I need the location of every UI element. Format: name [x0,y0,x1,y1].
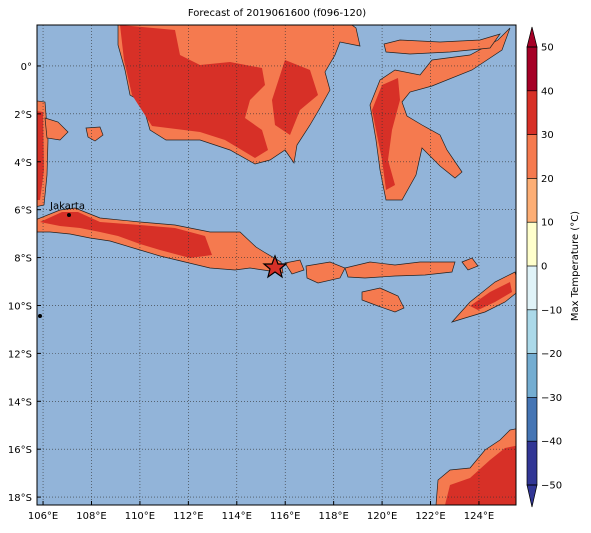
colorbar-segment [527,90,537,135]
colorbar-segment [527,353,537,398]
y-tick-label: 18°S [8,493,32,504]
colorbar-tick-label: −30 [541,393,562,404]
sulawesi [369,27,511,201]
x-tick-label: 114°E [222,511,252,522]
colorbar-tick-label: 20 [541,174,554,185]
y-tick-label: 16°S [8,445,32,456]
map-title: Forecast of 2019061600 (f096-120) [188,8,366,19]
x-tick-label: 116°E [270,511,300,522]
colorbar-tick-label: −20 [541,349,562,360]
x-tick-label: 122°E [415,511,445,522]
y-tick-label: 0° [21,62,32,73]
y-tick-label: 12°S [8,349,32,360]
colorbar-tick-label: −10 [541,305,562,316]
colorbar-tick-label: −40 [541,437,562,448]
x-tick-label: 110°E [125,511,155,522]
y-tick-label: 10°S [8,301,32,312]
colorbar-segment [527,266,537,310]
city-dot [67,213,71,217]
star-marker [262,254,288,279]
colorbar-segment [527,222,537,266]
colorbar-label: Max Temperature (°C) [570,211,581,321]
colorbar-tick-label: 50 [541,43,554,54]
city-label: Jakarta [49,201,85,212]
y-tick-label: 4°S [14,158,32,169]
colorbar-segment [527,47,537,91]
colorbar-segment [527,134,537,179]
y-tick-label: 14°S [8,397,32,408]
x-tick-label: 106°E [28,511,58,522]
y-tick-label: 2°S [14,110,32,121]
y-tick-label: 8°S [14,254,32,265]
colorbar-tick-label: 10 [541,218,554,229]
colorbar-tick-label: 0 [541,262,547,273]
x-tick-label: 108°E [76,511,106,522]
colorbar-segment [527,309,537,354]
y-tick-label: 6°S [14,206,32,217]
colorbar-segment [527,178,537,223]
x-tick-label: 112°E [173,511,203,522]
land [37,25,516,505]
x-tick-label: 118°E [318,511,348,522]
x-tick-label: 124°E [464,511,494,522]
island-dot [38,314,42,318]
map-frame [36,24,517,506]
colorbar-segment [527,397,537,442]
colorbar-tick-label: 30 [541,130,554,141]
x-tick-label: 120°E [367,511,397,522]
colorbar-segment [527,441,537,485]
colorbar-tick-label: 40 [541,86,554,97]
colorbar-tick-label: −50 [541,481,562,492]
